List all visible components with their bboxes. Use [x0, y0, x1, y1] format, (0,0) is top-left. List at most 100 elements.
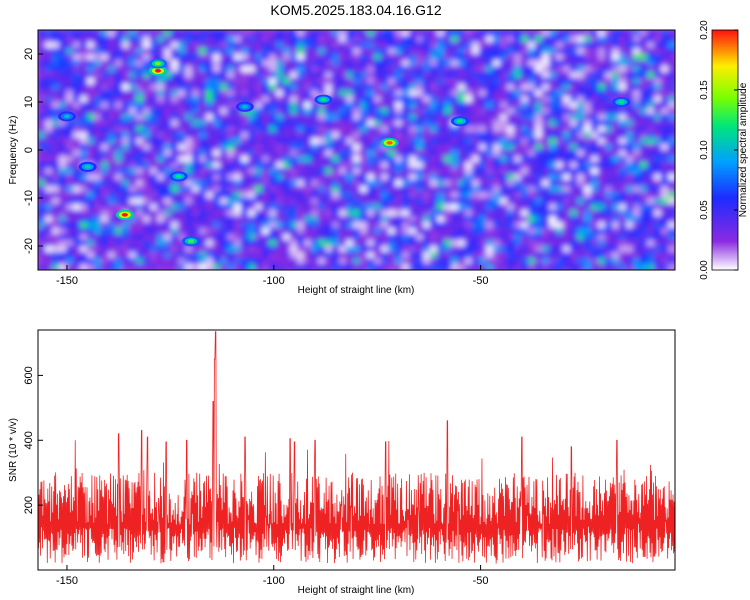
heatmap-cell [108, 60, 116, 67]
heatmap-cell [612, 126, 620, 133]
heatmap-cell [430, 150, 438, 157]
heatmap-cell [101, 240, 109, 247]
heatmap-cell [360, 120, 368, 127]
heatmap-cell [255, 162, 263, 169]
heatmap-cell [465, 234, 473, 241]
heatmap-cell [430, 60, 438, 67]
heatmap-cell [311, 186, 319, 193]
heatmap-cell [66, 102, 74, 109]
heatmap-cell [430, 168, 438, 175]
heatmap-cell [45, 90, 53, 97]
heatmap-cell [73, 120, 81, 127]
heatmap-cell [94, 72, 102, 79]
heatmap-cell [185, 138, 193, 145]
heatmap-cell [668, 204, 675, 211]
heatmap-cell [570, 252, 578, 259]
heatmap-cell [311, 132, 319, 139]
heatmap-cell [619, 156, 627, 163]
heatmap-cell [402, 114, 410, 121]
heatmap-cell [94, 186, 102, 193]
heatmap-cell [157, 108, 165, 115]
heatmap-cell [605, 132, 613, 139]
heatmap-cell [129, 60, 137, 67]
heatmap-cell [668, 120, 675, 127]
heatmap-cell [374, 60, 382, 67]
heatmap-cell [353, 162, 361, 169]
heatmap-cell [598, 72, 606, 79]
heatmap-cell [472, 204, 480, 211]
heatmap-cell [507, 132, 515, 139]
heatmap-cell [290, 204, 298, 211]
heatmap-cell [346, 42, 354, 49]
heatmap-cell [395, 96, 403, 103]
heatmap-cell [52, 114, 60, 121]
heatmap-cell [80, 120, 88, 127]
heatmap-cell [535, 72, 543, 79]
heatmap-cell [171, 36, 179, 43]
heatmap-cell [164, 222, 172, 229]
heatmap-cell [185, 48, 193, 55]
heatmap-cell [402, 102, 410, 109]
heatmap-cell [122, 108, 130, 115]
heatmap-cell [171, 186, 179, 193]
heatmap-cell [360, 114, 368, 121]
heatmap-cell [374, 66, 382, 73]
heatmap-cell [129, 198, 137, 205]
heatmap-cell [598, 96, 606, 103]
heatmap-cell [423, 252, 431, 259]
heatmap-cell [507, 210, 515, 217]
heatmap-cell [192, 66, 200, 73]
heatmap-cell [199, 252, 207, 259]
heatmap-cell [339, 108, 347, 115]
heatmap-cell [367, 42, 375, 49]
heatmap-cell [87, 60, 95, 67]
heatmap-cell [507, 174, 515, 181]
heatmap-cell [304, 192, 312, 199]
heatmap-cell [199, 84, 207, 91]
heatmap-cell [535, 132, 543, 139]
heatmap-cell [654, 234, 662, 241]
heatmap-cell [416, 162, 424, 169]
heatmap-cell [374, 96, 382, 103]
heatmap-cell [591, 168, 599, 175]
heatmap-cell [157, 186, 165, 193]
heatmap-cell [402, 78, 410, 85]
heatmap-cell [290, 180, 298, 187]
heatmap-cell [52, 42, 60, 49]
heatmap-cell [136, 66, 144, 73]
heatmap-cell [297, 180, 305, 187]
heatmap-cell [213, 258, 221, 265]
heatmap-cell [318, 84, 326, 91]
heatmap-cell [52, 240, 60, 247]
heatmap-cell [227, 96, 235, 103]
heatmap-cell [430, 36, 438, 43]
heatmap-cell [206, 222, 214, 229]
heatmap-cell [535, 42, 543, 49]
heatmap-cell [178, 258, 186, 265]
heatmap-cell [612, 144, 620, 151]
heatmap-cell [556, 228, 564, 235]
heatmap-cell [577, 108, 585, 115]
heatmap-cell [332, 84, 340, 91]
heatmap-cell [626, 222, 634, 229]
heatmap-cell [59, 222, 67, 229]
heatmap-y-tick-label: -10 [23, 190, 35, 206]
heatmap-cell [493, 150, 501, 157]
heatmap-cell [220, 240, 228, 247]
heatmap-cell [486, 138, 494, 145]
heatmap-cell [430, 84, 438, 91]
heatmap-cell [276, 162, 284, 169]
heatmap-cell [577, 252, 585, 259]
heatmap-cell [395, 66, 403, 73]
heatmap-cell [199, 162, 207, 169]
heatmap-cell [325, 156, 333, 163]
heatmap-cell [192, 42, 200, 49]
heatmap-cell [129, 78, 137, 85]
heatmap-cell [388, 102, 396, 109]
heatmap-cell [332, 264, 340, 270]
heatmap-cell [430, 108, 438, 115]
heatmap-cell [122, 156, 130, 163]
heatmap-cell [465, 60, 473, 67]
heatmap-cell [556, 162, 564, 169]
heatmap-cell [388, 168, 396, 175]
